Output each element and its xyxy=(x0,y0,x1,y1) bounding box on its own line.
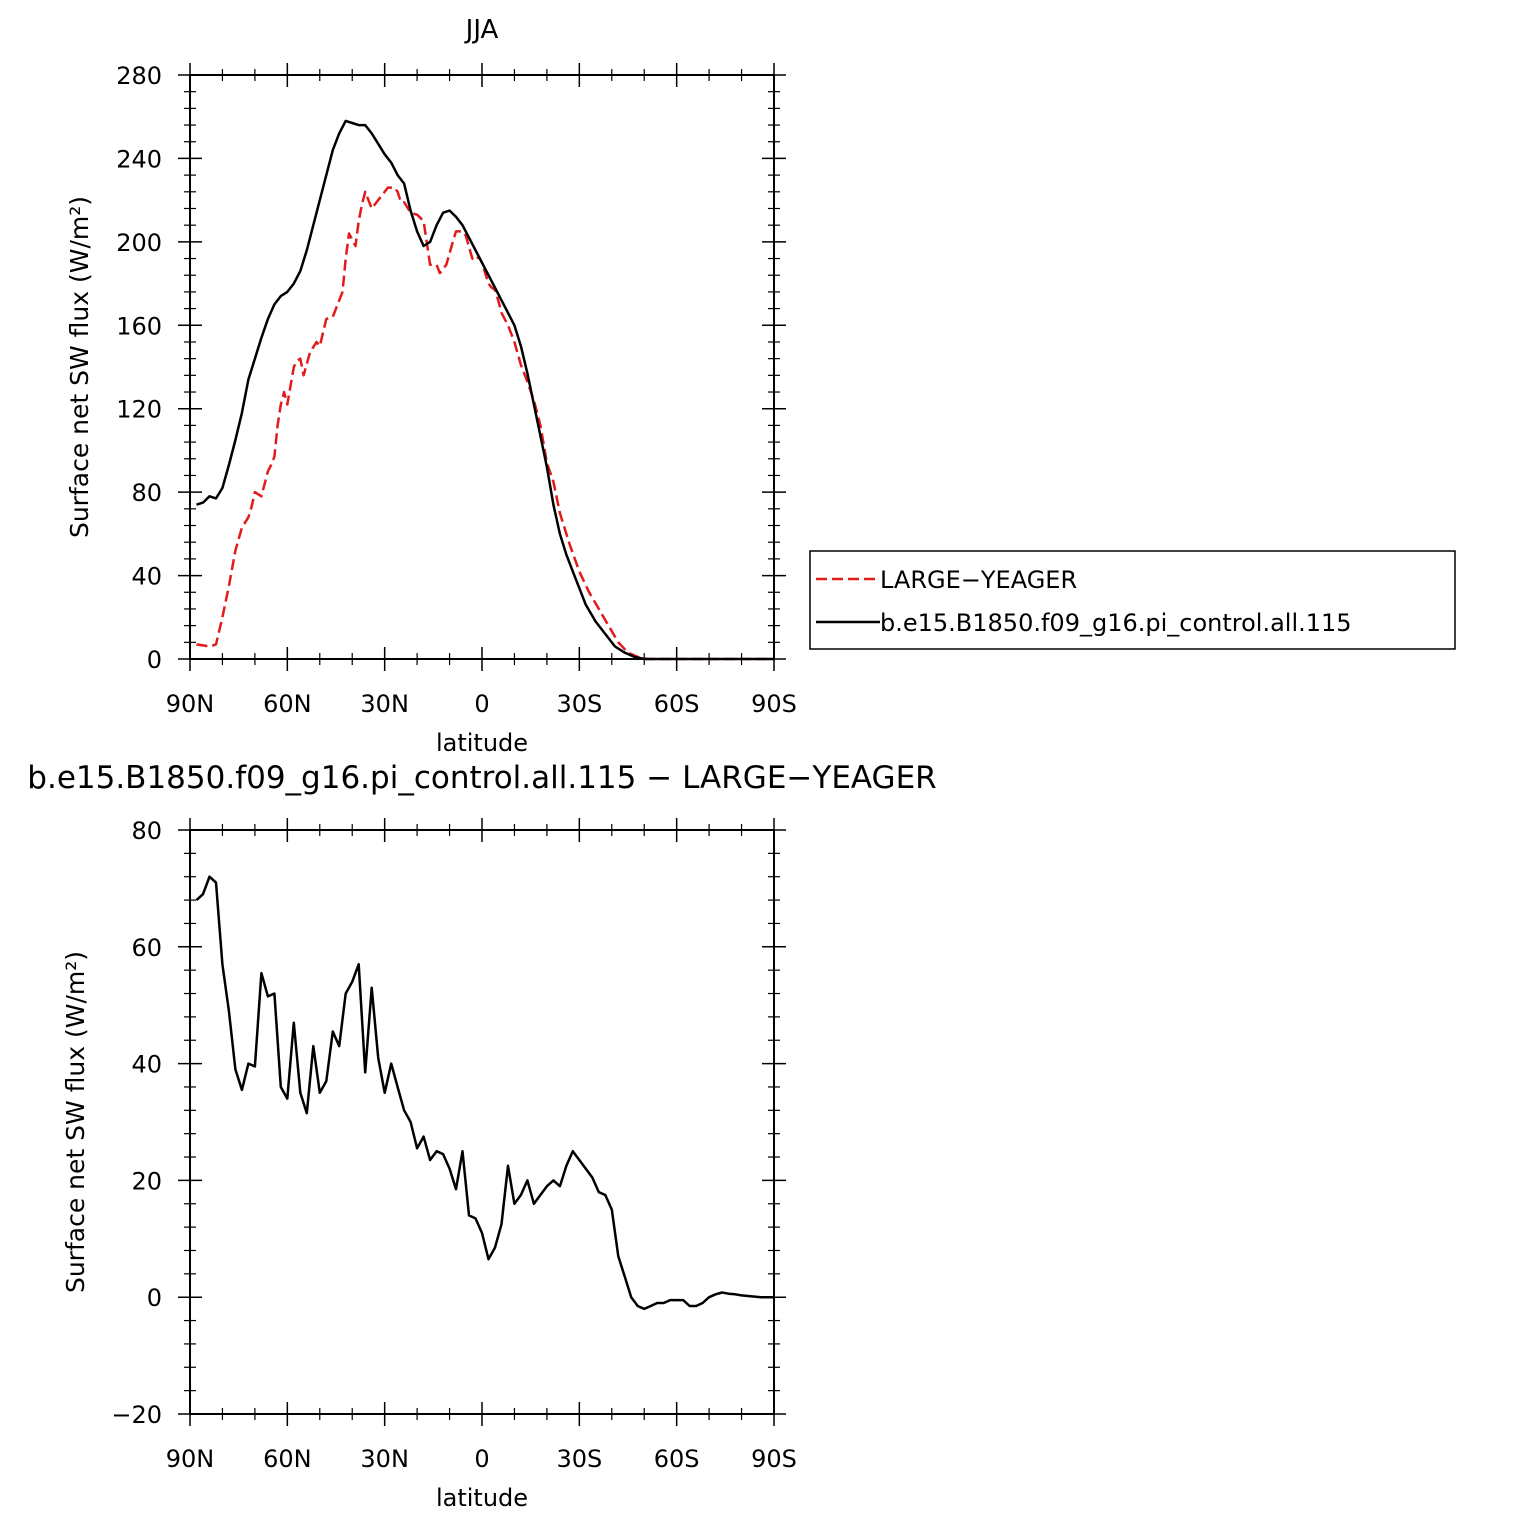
top-x-tick-label: 30N xyxy=(360,690,409,718)
bottom-y-tick-label: 40 xyxy=(131,1051,162,1079)
top-y-tick-label: 240 xyxy=(116,145,162,173)
bottom-plot-frame xyxy=(189,829,775,1415)
top-x-tick-label: 60N xyxy=(263,690,312,718)
bottom-y-tick-label: 60 xyxy=(131,934,162,962)
top-y-axis-label: Surface net SW flux (W/m²) xyxy=(65,196,94,538)
top-series-layer xyxy=(196,119,774,661)
legend: LARGE−YEAGER b.e15.B1850.f09_g16.pi_cont… xyxy=(809,550,1456,650)
top-axis-ticks: 0 40 80 120 160 200 240 280 90N 60N 30N 0 30S 60S 90S xyxy=(116,62,797,718)
top-x-axis-label: latitude xyxy=(436,729,528,757)
legend-box xyxy=(809,550,1456,650)
bottom-x-tick-label: 60N xyxy=(263,1445,312,1473)
top-y-tick-label: 280 xyxy=(116,62,162,90)
top-y-tick-label: 80 xyxy=(131,479,162,507)
legend-label-large-yeager: LARGE−YEAGER xyxy=(880,566,1077,594)
top-x-tick-label: 30S xyxy=(556,690,602,718)
top-x-tick-label: 60S xyxy=(654,690,700,718)
bottom-panel: b.e15.B1850.f09_g16.pi_control.all.115 −… xyxy=(27,760,936,1512)
top-y-tick-label: 120 xyxy=(116,396,162,424)
bottom-x-tick-label: 90N xyxy=(166,1445,215,1473)
bottom-x-tick-label: 30S xyxy=(556,1445,602,1473)
bottom-x-tick-label: 90S xyxy=(751,1445,797,1473)
legend-label-control: b.e15.B1850.f09_g16.pi_control.all.115 xyxy=(880,609,1352,637)
top-panel: JJA 0 40 80 120 160 200 240 280 90N 60N 30N 0 30S 60S… xyxy=(65,15,1456,757)
top-y-tick-label: 0 xyxy=(147,646,162,674)
bottom-y-axis-label: Surface net SW flux (W/m²) xyxy=(61,951,90,1293)
bottom-y-tick-label: 20 xyxy=(131,1167,162,1195)
top-chart-title: JJA xyxy=(464,15,499,45)
top-y-tick-label: 40 xyxy=(131,563,162,591)
bottom-chart-title: b.e15.B1850.f09_g16.pi_control.all.115 −… xyxy=(27,760,936,796)
top-series-line-0 xyxy=(196,186,774,661)
top-y-tick-label: 160 xyxy=(116,312,162,340)
top-series-line-1 xyxy=(196,119,774,661)
bottom-axis-ticks: −20 0 20 40 60 80 90N 60N 30N 0 30S 60S 90S xyxy=(111,817,797,1473)
bottom-y-tick-label: −20 xyxy=(111,1401,162,1429)
bottom-y-tick-label: 0 xyxy=(147,1284,162,1312)
bottom-x-tick-label: 0 xyxy=(474,1445,489,1473)
bottom-x-tick-label: 60S xyxy=(654,1445,700,1473)
top-y-tick-label: 200 xyxy=(116,229,162,257)
top-x-tick-label: 0 xyxy=(474,690,489,718)
bottom-y-tick-label: 80 xyxy=(131,817,162,845)
bottom-x-axis-label: latitude xyxy=(436,1484,528,1512)
bottom-series-layer xyxy=(195,875,774,1311)
top-plot-frame xyxy=(189,74,775,660)
top-x-tick-label: 90N xyxy=(166,690,215,718)
bottom-series-line-0 xyxy=(195,875,774,1311)
top-x-tick-label: 90S xyxy=(751,690,797,718)
bottom-x-tick-label: 30N xyxy=(360,1445,409,1473)
